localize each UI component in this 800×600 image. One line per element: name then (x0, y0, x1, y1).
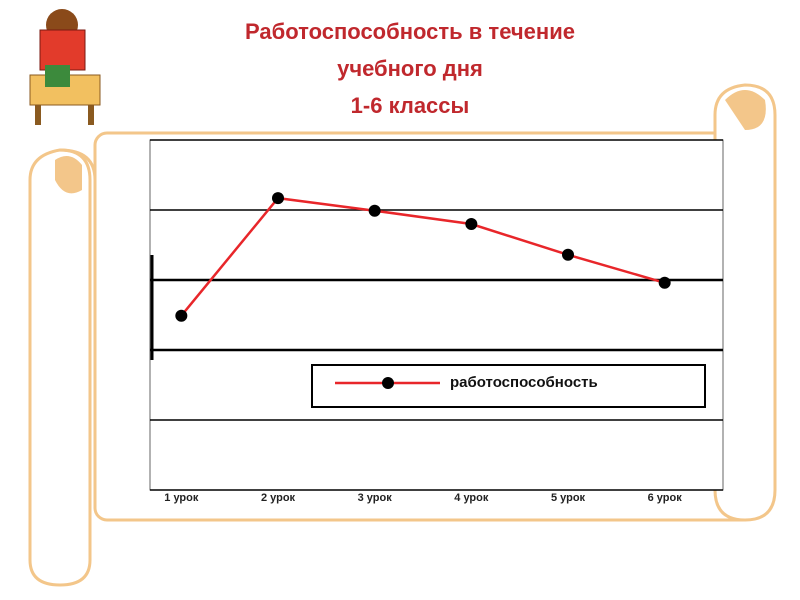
plot-area (149, 139, 724, 491)
data-point (562, 248, 574, 261)
x-tick-label: 1 урок (164, 492, 199, 504)
x-tick-label: 6 урок (648, 492, 683, 504)
data-point (465, 218, 478, 230)
data-point (658, 276, 671, 289)
data-point (368, 204, 381, 217)
legend-box (311, 364, 706, 408)
title-line: Работоспособность в течение (245, 19, 575, 44)
legend-marker (382, 377, 394, 389)
title-line: учебного дня (337, 56, 483, 81)
series-line (180, 196, 666, 317)
x-tick-label: 3 урок (358, 492, 393, 504)
x-tick-label: 2 урок (261, 492, 296, 504)
x-tick-label: 5 урок (551, 492, 586, 504)
data-point (272, 192, 284, 205)
x-tick-label: 4 урок (454, 492, 489, 504)
legend-label: работоспособность (450, 374, 598, 391)
title-line: 1-6 классы (351, 93, 470, 118)
data-point (175, 309, 188, 322)
pupil-icon (29, 9, 101, 125)
